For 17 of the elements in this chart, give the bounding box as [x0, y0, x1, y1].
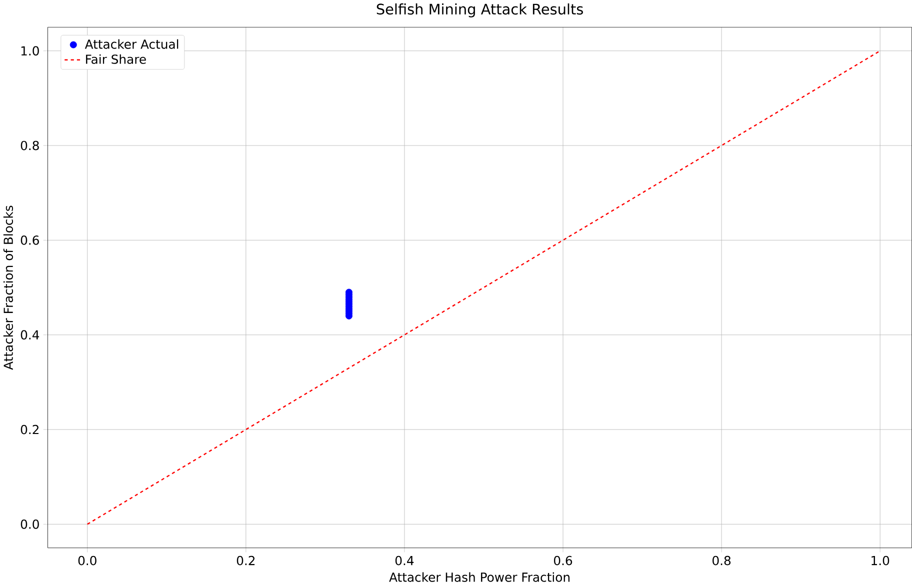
x-tick-label: 0.8: [712, 556, 731, 566]
legend-label: Fair Share: [86, 54, 146, 64]
legend-label: Attacker Actual: [84, 39, 178, 49]
x-tick-label: 0.4: [395, 556, 414, 566]
chart-title: Selfish Mining Attack Results: [376, 3, 583, 18]
y-tick-label: 0.6: [20, 235, 39, 245]
x-tick-label: 1.0: [872, 556, 890, 566]
y-tick-label: 1.0: [21, 46, 39, 56]
y-axis-title: Attacker Fraction of Blocks: [3, 206, 14, 370]
y-tick-label: 0.8: [20, 140, 39, 150]
x-tick-label: 0.6: [554, 556, 572, 566]
y-tick-label: 0.2: [20, 424, 39, 434]
y-tick-label: 0.0: [20, 519, 39, 529]
y-tick-label: 0.4: [20, 330, 40, 340]
x-tick-label: 0.0: [78, 556, 96, 566]
x-axis-title: Attacker Hash Power Fraction: [389, 572, 570, 582]
x-tick-label: 0.2: [236, 556, 255, 566]
